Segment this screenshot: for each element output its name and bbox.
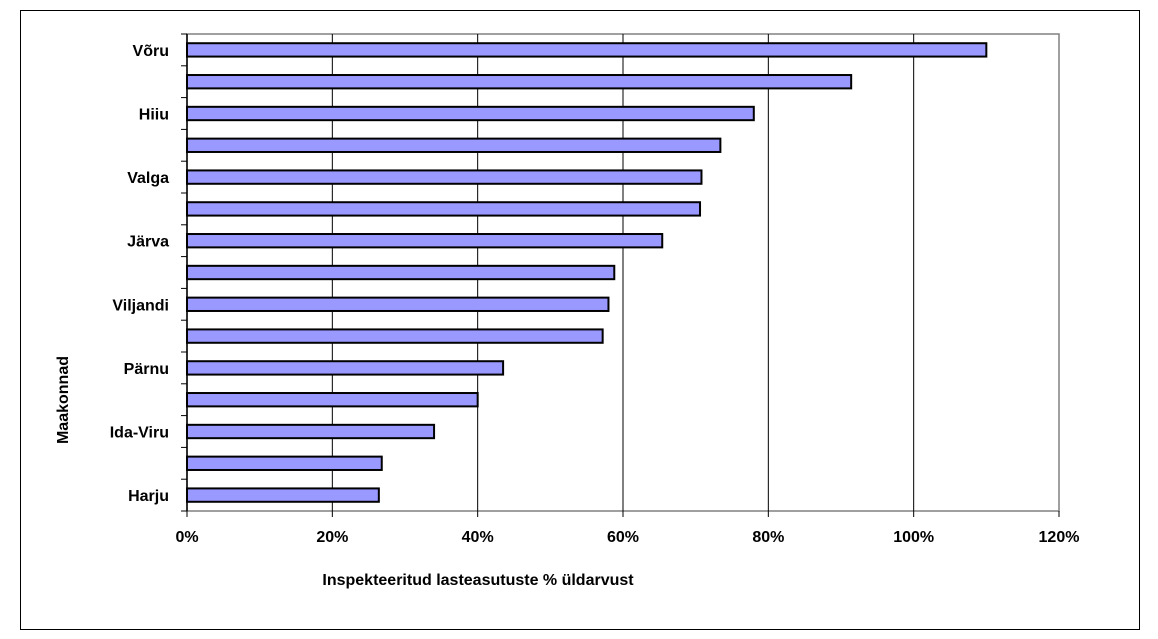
bar (186, 74, 853, 90)
bar (186, 296, 610, 312)
x-axis: 0% 20% 40% 60% 80% 100% 120% (175, 511, 1079, 546)
y-tick-label: Valga (127, 170, 169, 187)
x-tick-label: 60% (607, 529, 639, 546)
x-tick-label: 20% (316, 529, 348, 546)
x-tick-label: 120% (1039, 529, 1080, 546)
bar (186, 137, 722, 153)
bar (186, 392, 479, 408)
bar (186, 423, 436, 440)
y-tick-label: Harju (128, 488, 169, 505)
bar (186, 201, 702, 217)
x-tick-label: 100% (893, 529, 934, 546)
bar (186, 233, 664, 249)
bar (186, 328, 604, 344)
y-tick-label: Ida-Viru (110, 425, 169, 442)
bar (186, 264, 616, 281)
y-axis: Harju Ida-Viru Pärnu Viljandi Järva Valga Hiiu… (110, 33, 188, 512)
x-tick-label: 40% (462, 529, 494, 546)
y-tick-label: Hiiu (139, 107, 169, 124)
y-tick-label: Pärnu (124, 361, 169, 378)
bar (186, 42, 988, 58)
y-tick-label: Viljandi (112, 297, 169, 314)
bar (186, 169, 703, 185)
bar (186, 455, 383, 471)
bar (186, 105, 755, 122)
y-tick-label: Võru (133, 43, 169, 60)
y-axis-title: Maakonnad (55, 356, 72, 444)
bar (186, 487, 380, 503)
x-axis-title: Inspekteeritud lasteasutuste % üldarvust (322, 572, 634, 589)
bar (186, 360, 505, 376)
x-tick-label: 0% (175, 529, 198, 546)
y-tick-label: Järva (127, 234, 169, 251)
bars (186, 42, 988, 503)
x-tick-label: 80% (752, 529, 784, 546)
